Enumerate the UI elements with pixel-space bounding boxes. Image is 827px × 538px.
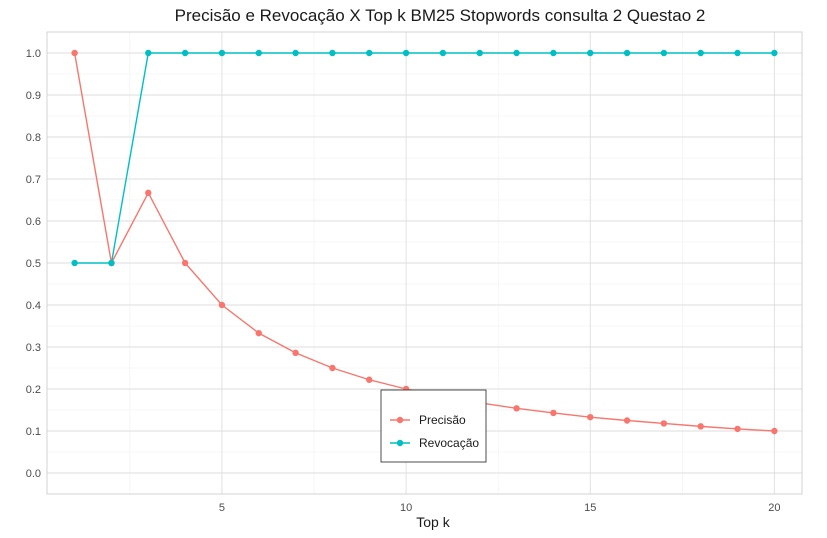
data-point-0-8 (366, 376, 373, 383)
y-tick-label: 0.9 (26, 90, 41, 102)
x-tick-label: 5 (219, 502, 225, 514)
data-point-1-9 (402, 49, 410, 57)
legend-key-precisao-dot (396, 416, 404, 424)
legend-key-revocacao-dot (396, 439, 404, 447)
legend-label-precisao: Precisão (419, 413, 466, 427)
y-axis: 0.0 0.1 0.2 0.3 0.4 0.5 0.6 0.7 0.8 0.9 1.0 (26, 48, 41, 480)
legend: Precisão Revocação (380, 389, 487, 463)
data-point-0-14 (587, 413, 594, 421)
data-point-0-2 (145, 189, 152, 197)
x-tick-label: 15 (584, 502, 596, 514)
series-line-1 (74, 52, 775, 264)
y-tick-label: 1.0 (26, 48, 41, 60)
data-point-1-18 (734, 49, 741, 57)
legend-box (380, 389, 487, 463)
data-point-0-17 (697, 423, 704, 430)
data-point-1-0 (71, 259, 78, 267)
data-point-0-12 (513, 405, 520, 412)
y-tick-label: 0.7 (26, 174, 41, 186)
data-point-0-18 (734, 425, 741, 433)
data-point-1-1 (108, 259, 115, 267)
y-tick-label: 0.0 (26, 468, 41, 480)
chart-title: Precisão e Revocação X Top k BM25 Stopwo… (175, 6, 706, 25)
data-point-0-13 (550, 409, 557, 417)
data-point-0-7 (329, 364, 336, 372)
data-point-1-7 (329, 49, 336, 57)
legend-label-revocacao: Revocação (419, 436, 479, 450)
data-point-1-14 (587, 49, 594, 57)
x-axis-label: Top k (416, 514, 450, 530)
y-tick-label: 0.6 (26, 216, 41, 228)
data-point-1-6 (292, 49, 299, 57)
data-point-1-8 (366, 49, 373, 57)
data-point-0-3 (181, 259, 189, 267)
y-tick-label: 0.4 (26, 300, 41, 312)
data-point-1-4 (218, 49, 226, 57)
x-tick-label: 10 (400, 502, 412, 514)
data-point-1-12 (513, 49, 520, 57)
data-point-0-15 (623, 417, 631, 424)
x-tick-label: 20 (768, 502, 780, 514)
data-point-0-16 (660, 420, 668, 427)
y-tick-label: 0.2 (26, 384, 41, 396)
data-point-0-5 (255, 329, 262, 337)
data-point-0-0 (71, 49, 78, 57)
data-point-1-2 (145, 49, 152, 57)
data-point-0-19 (771, 427, 778, 435)
data-point-1-11 (476, 49, 483, 57)
data-point-0-6 (292, 349, 299, 357)
y-tick-label: 0.5 (26, 258, 41, 270)
data-point-1-17 (697, 49, 704, 57)
data-point-0-4 (218, 301, 226, 309)
y-tick-label: 0.1 (26, 426, 41, 438)
data-point-1-15 (623, 49, 631, 57)
plot-border (46, 31, 803, 495)
data-point-1-10 (439, 49, 447, 57)
data-point-1-13 (550, 49, 557, 57)
y-tick-label: 0.8 (26, 132, 41, 144)
x-axis: 5 10 15 20 (219, 502, 781, 514)
data-point-1-19 (771, 49, 778, 57)
data-point-1-5 (255, 49, 262, 57)
data-point-1-3 (181, 49, 189, 57)
data-point-1-16 (660, 49, 668, 57)
y-tick-label: 0.3 (26, 342, 41, 354)
